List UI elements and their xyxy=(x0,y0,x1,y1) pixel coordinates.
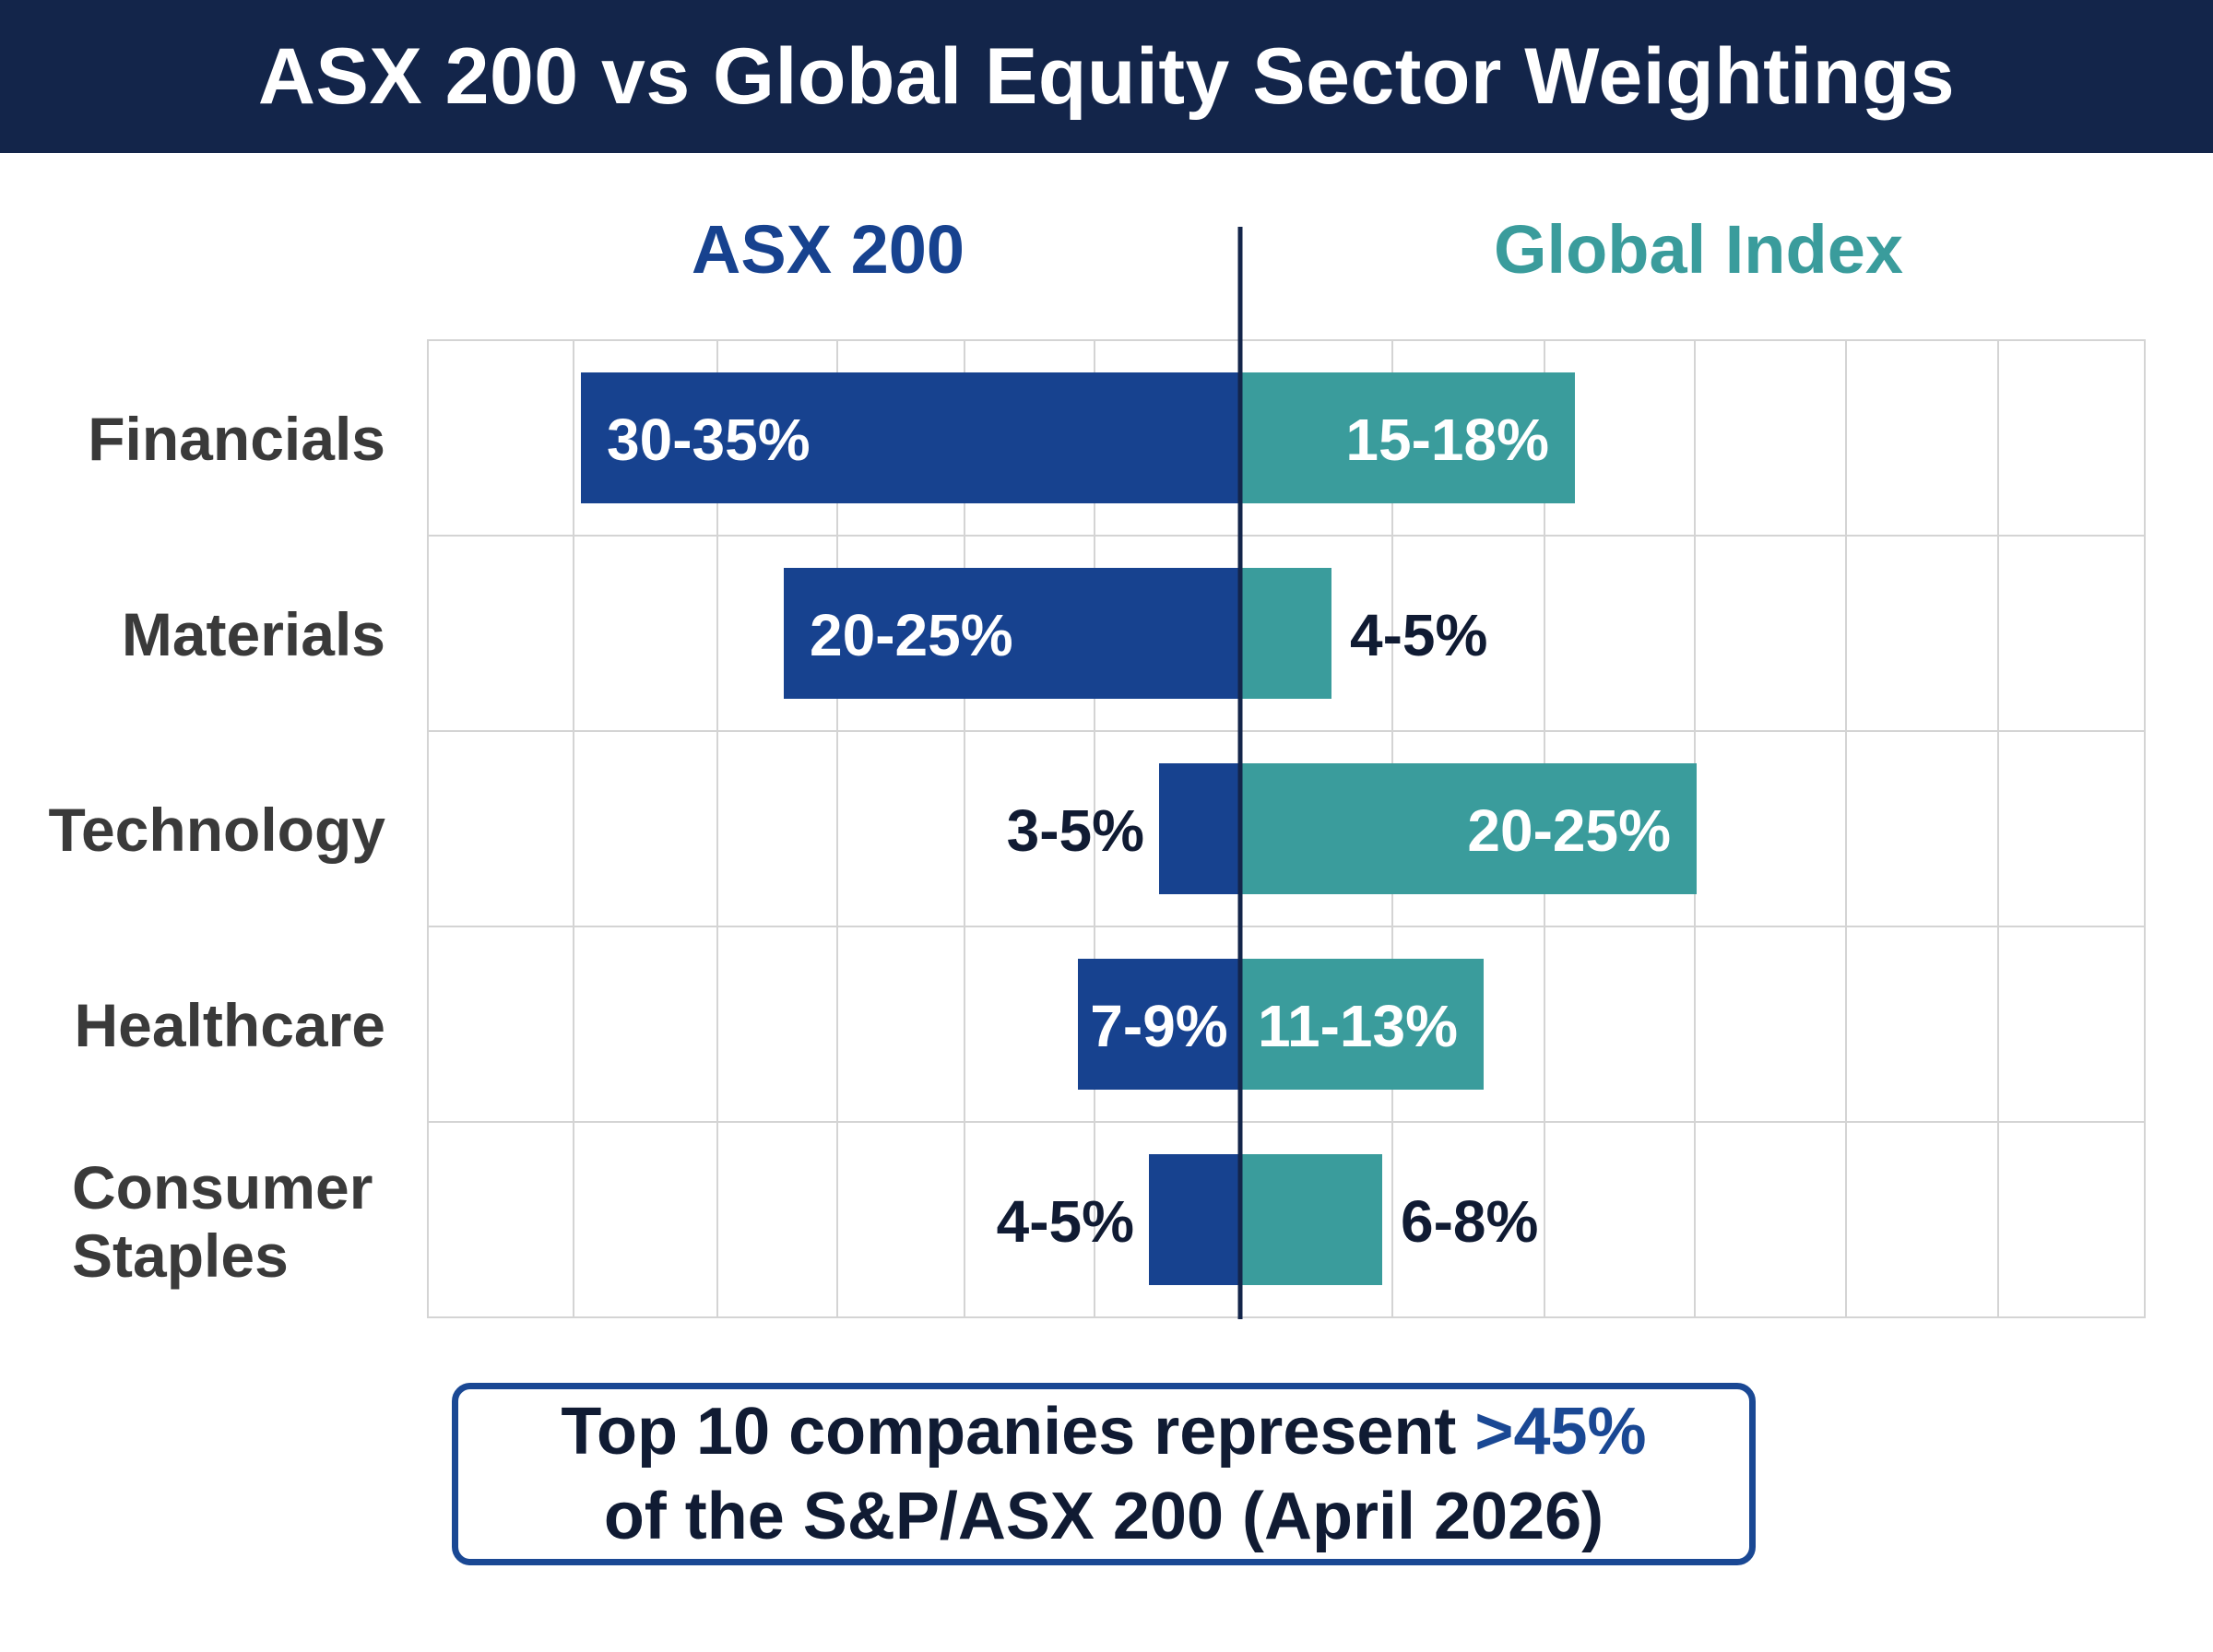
data-label-asx: 20-25% xyxy=(810,602,1013,668)
bar-global xyxy=(1240,959,1484,1090)
data-label-global: 20-25% xyxy=(1467,797,1671,864)
category-label: Materials xyxy=(122,600,385,668)
category-label: Healthcare xyxy=(74,991,385,1059)
series-header-asx: ASX 200 xyxy=(692,211,964,288)
data-label-asx: 4-5% xyxy=(997,1188,1134,1255)
bar-asx xyxy=(581,372,1240,503)
callout-line-2: of the S&P/ASX 200 (April 2026) xyxy=(603,1480,1604,1553)
category-label: Consumer Staples xyxy=(72,1153,373,1290)
category-label: Technology xyxy=(49,796,386,864)
series-header-global: Global Index xyxy=(1494,211,1903,288)
data-label-global: 11-13% xyxy=(1258,993,1458,1059)
data-label-global: 15-18% xyxy=(1345,407,1549,473)
bar-global xyxy=(1240,763,1697,894)
category-label: Financials xyxy=(88,405,385,473)
bar-global xyxy=(1240,1154,1382,1285)
callout-box: Top 10 companies represent >45% of the S… xyxy=(452,1383,1756,1565)
callout-highlight: >45% xyxy=(1474,1395,1647,1469)
diverging-bar-chart: ASX 200 Global Index 30-35% 15-18% Financial… xyxy=(49,211,2146,1319)
bar-global xyxy=(1240,568,1331,699)
bar-asx xyxy=(1078,959,1240,1090)
callout-line-1: Top 10 companies represent >45% xyxy=(561,1389,1646,1474)
data-label-global: 6-8% xyxy=(1401,1188,1538,1255)
plot-frame xyxy=(427,339,2146,1318)
data-label-asx: 3-5% xyxy=(1007,797,1144,864)
data-label-asx: 7-9% xyxy=(1090,993,1227,1059)
bar-asx xyxy=(1159,763,1240,894)
data-label-asx: 30-35% xyxy=(607,407,811,473)
bar-global xyxy=(1240,372,1575,503)
bar-asx xyxy=(1149,1154,1240,1285)
bar-asx xyxy=(784,568,1240,699)
chart-title: ASX 200 vs Global Equity Sector Weightin… xyxy=(257,31,1956,121)
data-label-global: 4-5% xyxy=(1350,602,1487,668)
title-banner: ASX 200 vs Global Equity Sector Weightin… xyxy=(0,0,2213,153)
callout-line-1-prefix: Top 10 companies represent xyxy=(561,1395,1475,1469)
